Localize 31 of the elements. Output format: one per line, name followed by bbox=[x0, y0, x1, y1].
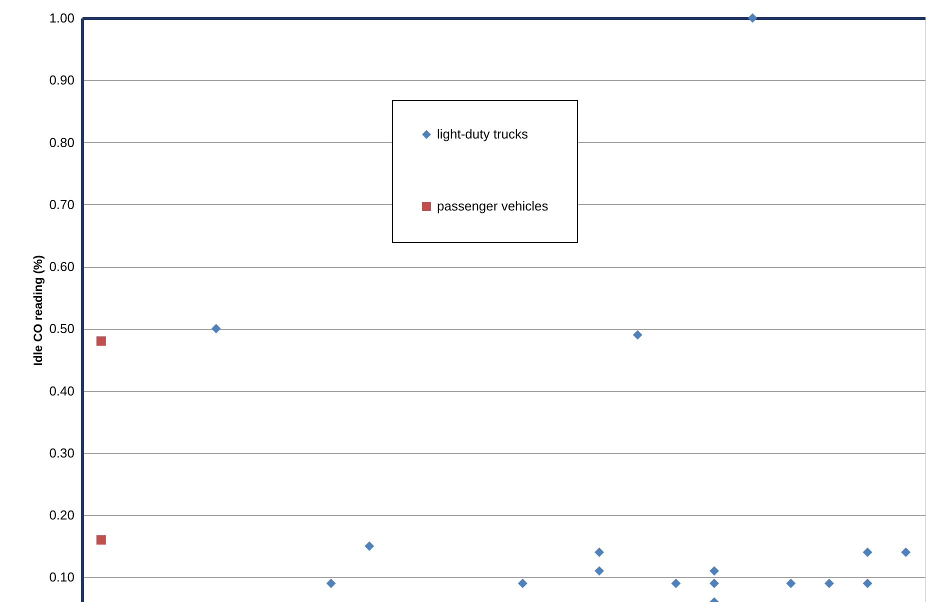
point bbox=[824, 578, 834, 588]
point bbox=[632, 330, 642, 340]
point bbox=[862, 578, 872, 588]
y-tick-label: 1.00 bbox=[49, 10, 74, 26]
legend-label: passenger vehicles bbox=[437, 198, 549, 214]
point bbox=[518, 578, 528, 588]
y-tick-label: 0.90 bbox=[49, 72, 74, 88]
point bbox=[594, 566, 604, 576]
y-tick-label: 0.60 bbox=[49, 259, 74, 274]
y-tick-label: 0.50 bbox=[49, 321, 74, 336]
point bbox=[211, 324, 221, 334]
y-tick-label: 0.80 bbox=[49, 134, 74, 150]
y-tick-label: 0.70 bbox=[49, 196, 74, 212]
y-axis-title: Idle CO reading (%) bbox=[31, 255, 46, 366]
legend-label: light-duty trucks bbox=[437, 126, 529, 142]
y-tick-label: 0.20 bbox=[49, 508, 74, 523]
point bbox=[710, 566, 719, 576]
point bbox=[364, 541, 374, 551]
point bbox=[786, 578, 796, 588]
point bbox=[748, 13, 758, 23]
point bbox=[96, 535, 106, 545]
y-tick-label: 0.10 bbox=[49, 570, 74, 585]
y-tick-label: 0.30 bbox=[49, 445, 74, 460]
point bbox=[901, 548, 911, 558]
point bbox=[594, 548, 604, 558]
point bbox=[710, 578, 719, 588]
y-tick-label: 0.40 bbox=[49, 383, 74, 398]
point bbox=[862, 548, 872, 558]
point bbox=[326, 578, 336, 588]
point bbox=[671, 578, 681, 588]
point bbox=[96, 336, 106, 346]
